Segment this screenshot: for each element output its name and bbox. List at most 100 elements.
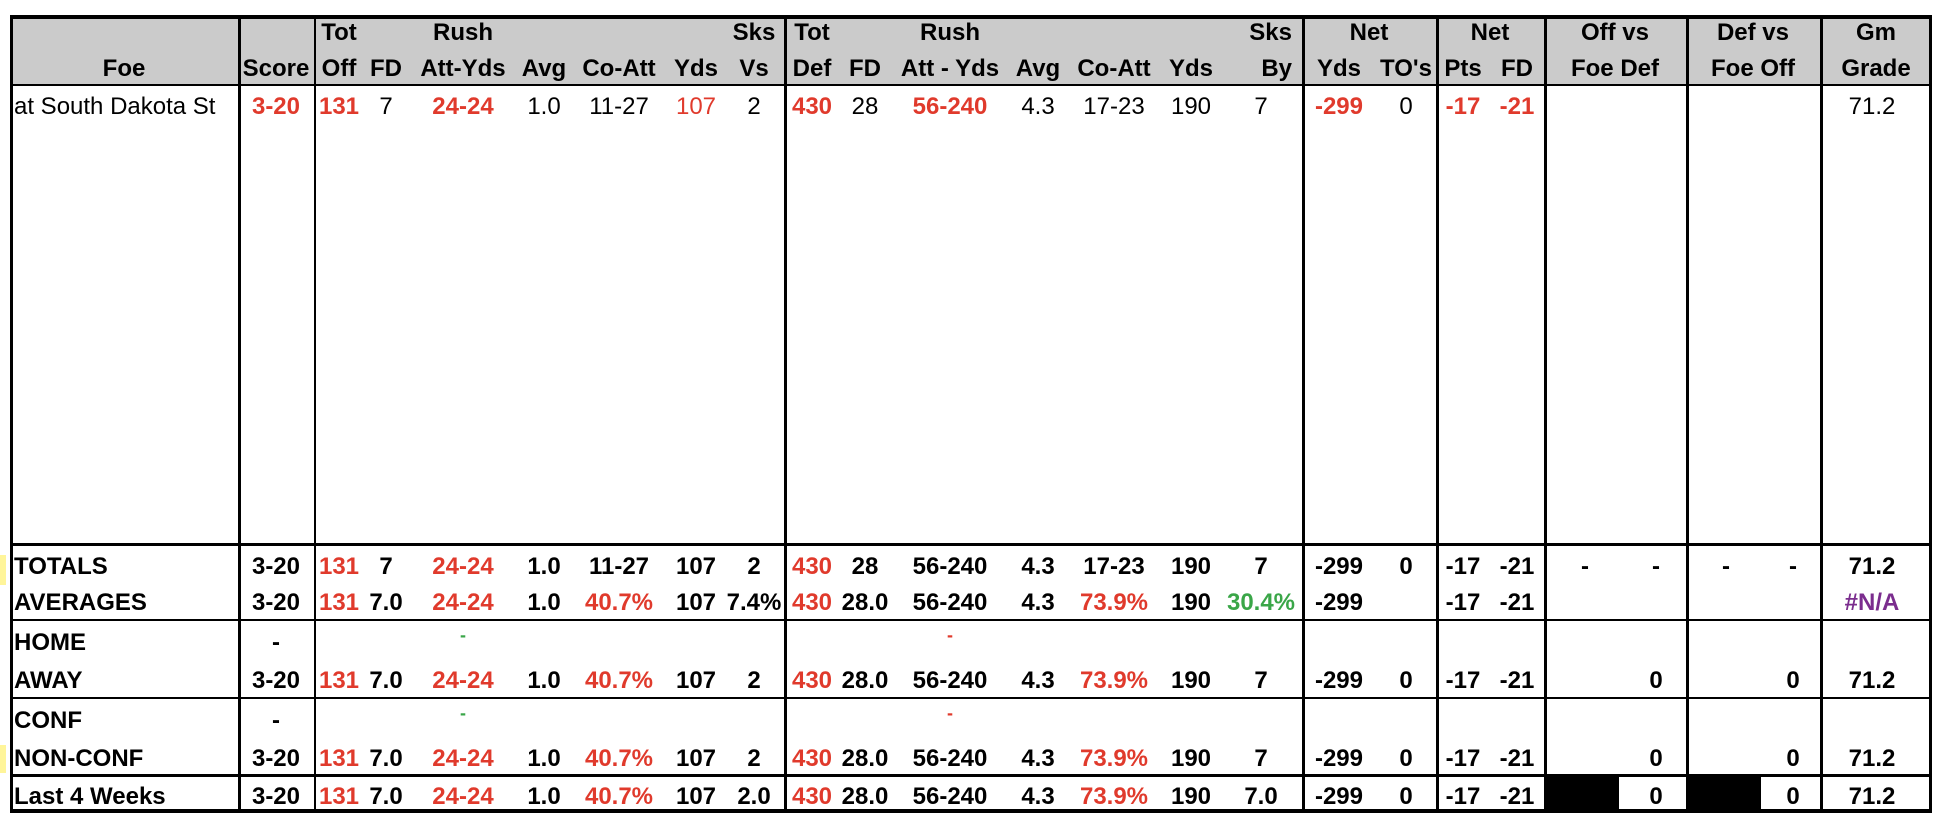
totals-label: TOTALS — [14, 553, 108, 580]
averages-coatt-def: 73.9% — [1079, 589, 1149, 616]
header-net-yds: Yds — [1316, 55, 1361, 82]
rule-game-bottom — [10, 543, 1932, 546]
away-coatt-off: 40.7% — [584, 667, 654, 694]
away-sks-vs: 2 — [747, 667, 761, 694]
away-fd-off: 7.0 — [369, 667, 403, 694]
header-tot-off-2: Off — [321, 55, 357, 82]
game-grade: 71.2 — [1848, 93, 1896, 120]
last4-net-yds: -299 — [1314, 783, 1364, 810]
totals-net-fd: -21 — [1499, 553, 1535, 580]
conf-label: CONF — [14, 707, 82, 734]
last4-defvs: 0 — [1786, 783, 1800, 810]
nonconf-coatt-off: 40.7% — [584, 745, 654, 772]
last4-sks-by: 7.0 — [1244, 783, 1278, 810]
game-fd-off: 7 — [379, 93, 393, 120]
away-yds-off: 107 — [675, 667, 717, 694]
header-net-pts: Pts — [1444, 55, 1482, 82]
nonconf-sks-by: 7 — [1254, 745, 1268, 772]
totals-fd-off: 7 — [379, 553, 393, 580]
conf-rush-def: - — [947, 703, 953, 723]
nonconf-net-yds: -299 — [1314, 745, 1364, 772]
nonconf-defvs: 0 — [1786, 745, 1800, 772]
game-rush-def: 56-240 — [912, 93, 988, 120]
header-fd-off: FD — [370, 55, 402, 82]
col-rule-2 — [314, 15, 316, 813]
header-tot-def-2: Def — [792, 55, 832, 82]
nonconf-yds-def: 190 — [1170, 745, 1212, 772]
totals-fd-def: 28 — [851, 553, 879, 580]
away-defvs: 0 — [1786, 667, 1800, 694]
header-coatt-off: Co-Att — [582, 55, 656, 82]
last4-offvs: 0 — [1649, 783, 1663, 810]
header-fd-def: FD — [849, 55, 881, 82]
last4-label: Last 4 Weeks — [14, 783, 166, 810]
last4-avg-def: 4.3 — [1021, 783, 1055, 810]
last4-net-tos: 0 — [1399, 783, 1413, 810]
nonconf-avg-def: 4.3 — [1021, 745, 1055, 772]
game-coatt-off: 11-27 — [589, 93, 649, 120]
last4-fd-off: 7.0 — [369, 783, 403, 810]
totals-tot-def: 430 — [791, 553, 833, 580]
nonconf-rush-def: 56-240 — [912, 745, 988, 772]
header-rush-def-1: Rush — [920, 19, 980, 46]
averages-fd-def: 28.0 — [841, 589, 889, 616]
away-net-pts: -17 — [1445, 667, 1481, 694]
last4-tot-def: 430 — [791, 783, 833, 810]
last4-tot-off: 131 — [318, 783, 360, 810]
header-gm-2: Grade — [1841, 55, 1911, 82]
totals-avg-off: 1.0 — [527, 553, 561, 580]
game-net-yds: -299 — [1314, 93, 1364, 120]
averages-label: AVERAGES — [14, 589, 147, 616]
col-rule-5 — [1436, 15, 1439, 813]
away-yds-def: 190 — [1170, 667, 1212, 694]
header-rush-def-2: Att - Yds — [900, 55, 1000, 82]
header-net-1: Net — [1349, 19, 1389, 46]
header-gm-1: Gm — [1855, 19, 1896, 46]
header-score: Score — [242, 55, 310, 82]
col-rule-3 — [784, 15, 787, 813]
totals-offvs-b: - — [1652, 553, 1660, 580]
header-yds-off: Yds — [673, 55, 718, 82]
header-net-tos: TO's — [1380, 55, 1432, 82]
totals-sks-by: 7 — [1254, 553, 1268, 580]
totals-grade: 71.2 — [1848, 553, 1896, 580]
game-avg-def: 4.3 — [1021, 93, 1055, 120]
averages-rush-off: 24-24 — [432, 589, 494, 616]
away-avg-off: 1.0 — [527, 667, 561, 694]
totals-offvs-a: - — [1581, 553, 1589, 580]
game-sks-vs: 2 — [747, 93, 761, 120]
away-coatt-def: 73.9% — [1079, 667, 1149, 694]
header-coatt-def: Co-Att — [1077, 55, 1151, 82]
game-net-pts: -17 — [1445, 93, 1481, 120]
col-rule-8 — [1820, 15, 1823, 813]
game-label: at South Dakota St — [14, 93, 216, 120]
last4-offvs-fill — [1547, 777, 1619, 809]
conf-score: - — [272, 707, 280, 734]
away-rush-def: 56-240 — [912, 667, 988, 694]
nonconf-tot-def: 430 — [791, 745, 833, 772]
last4-yds-off: 107 — [675, 783, 717, 810]
nonconf-score: 3-20 — [251, 745, 301, 772]
game-yds-def: 190 — [1170, 93, 1212, 120]
totals-coatt-def: 17-23 — [1083, 553, 1145, 580]
home-score: - — [272, 629, 280, 656]
totals-yds-def: 190 — [1170, 553, 1212, 580]
nonconf-avg-off: 1.0 — [527, 745, 561, 772]
last4-score: 3-20 — [251, 783, 301, 810]
rule-bottom — [10, 809, 1932, 813]
game-score: 3-20 — [251, 93, 301, 120]
nonconf-coatt-def: 73.9% — [1079, 745, 1149, 772]
totals-rush-off: 24-24 — [432, 553, 494, 580]
col-rule-4 — [1302, 15, 1305, 813]
conf-rush-off: - — [460, 703, 466, 723]
averages-net-fd: -21 — [1499, 589, 1535, 616]
last4-coatt-off: 40.7% — [584, 783, 654, 810]
last4-rush-off: 24-24 — [432, 783, 494, 810]
game-tot-off: 131 — [318, 93, 360, 120]
nonconf-rush-off: 24-24 — [432, 745, 494, 772]
header-net2-1: Net — [1470, 19, 1510, 46]
header-rush-off-2: Att-Yds — [420, 55, 506, 82]
totals-score: 3-20 — [251, 553, 301, 580]
averages-sks-vs: 7.4% — [726, 589, 782, 616]
last4-coatt-def: 73.9% — [1079, 783, 1149, 810]
